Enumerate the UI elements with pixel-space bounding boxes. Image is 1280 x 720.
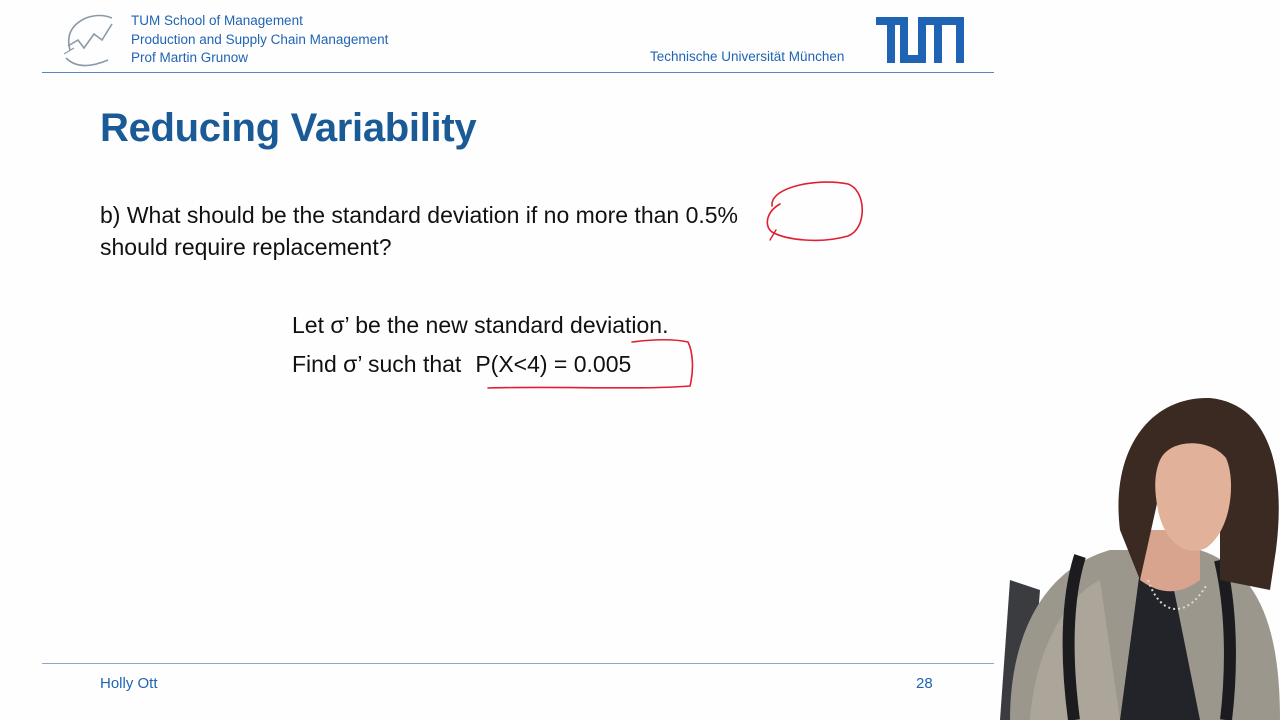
header-professor: Prof Martin Grunow — [131, 50, 249, 65]
footer-page-number: 28 — [916, 675, 933, 692]
question-line-2: should require replacement? — [100, 234, 392, 260]
header-school: TUM School of Management — [131, 13, 303, 28]
worked-solution: Let σ’ be the new standard deviation. Fi… — [292, 306, 668, 384]
slide-title: Reducing Variability — [100, 106, 477, 150]
question-line-1: b) What should be the standard deviation… — [100, 202, 739, 228]
solution-line-2-prefix: Find σ’ such that — [292, 351, 462, 377]
circle-annotation — [766, 181, 863, 242]
solution-line-2: Find σ’ such that P(X<4) = 0.005 — [292, 345, 668, 384]
school-logo-icon — [63, 14, 113, 67]
probability-expression: P(X<4) = 0.005 — [475, 351, 632, 377]
footer-presenter-name: Holly Ott — [100, 675, 158, 692]
header-university: Technische Universität München — [650, 49, 845, 64]
question-text: b) What should be the standard deviation… — [100, 199, 738, 263]
header-divider — [42, 72, 994, 73]
tum-logo-icon — [876, 17, 964, 63]
header-affiliation: TUM School of Management Production and … — [131, 12, 388, 68]
footer-divider — [42, 663, 994, 664]
presenter-video — [1000, 397, 1280, 720]
circle-annotation-tail — [769, 229, 777, 241]
header-chair: Production and Supply Chain Management — [131, 31, 389, 47]
solution-line-1: Let σ’ be the new standard deviation. — [292, 312, 669, 338]
